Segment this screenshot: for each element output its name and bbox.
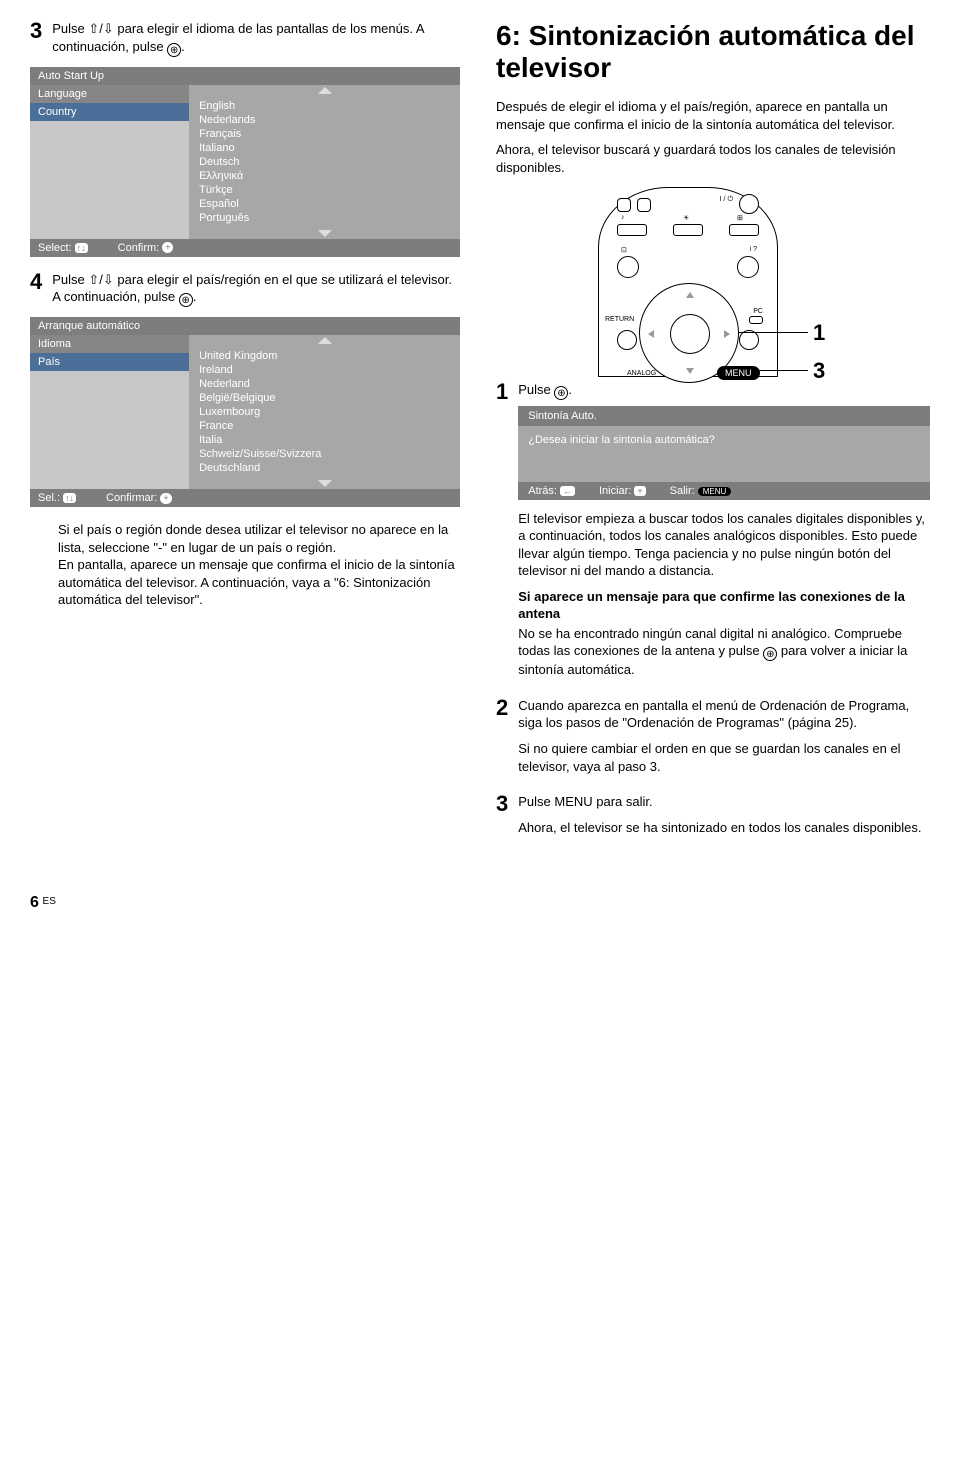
scroll-up-icon [318, 337, 332, 344]
step-number: 3 [30, 20, 42, 57]
step-4: 4 Pulse ⇧/⇩ para elegir el país/región e… [30, 271, 460, 308]
step-number: 3 [496, 793, 508, 844]
intro-2: Ahora, el televisor buscará y guardará t… [496, 141, 930, 176]
right-para-1: El televisor empieza a buscar todos los … [518, 510, 930, 580]
osd-language: Auto Start Up Language Country English N… [30, 67, 460, 257]
footer-start: Iniciar:+ [599, 485, 646, 497]
list-item: Eλληνικά [199, 169, 460, 183]
step-text: Pulse ⇧/⇩ para elegir el país/región en … [52, 271, 460, 308]
list-item: Luxembourg [199, 405, 460, 419]
remote-diagram: I / ⏻ ♪ ☀ ⊞ ⊡ i ? RETURN PC [598, 187, 828, 377]
step-text: Pulse ⊕. [518, 381, 930, 400]
footer-select: Select:↑↓ [38, 242, 88, 254]
step-text: Pulse ⇧/⇩ para elegir el idioma de las p… [52, 20, 460, 57]
right-step-1: 1 Pulse ⊕. Sintonía Auto. ¿Desea iniciar… [496, 381, 930, 687]
scroll-down-icon [318, 480, 332, 487]
step-text: Pulse MENU para salir. [518, 793, 930, 811]
osd-title: Sintonía Auto. [518, 406, 930, 426]
list-item: Português [199, 211, 460, 225]
step-3: 3 Pulse ⇧/⇩ para elegir el idioma de las… [30, 20, 460, 57]
step-number: 4 [30, 271, 42, 308]
left-paragraph: Si el país o región donde desea utilizar… [30, 521, 460, 609]
osd-country: Arranque automático Idioma País United K… [30, 317, 460, 507]
osd-row: Idioma [30, 335, 189, 353]
footer-select: Sel.:↑↓ [38, 492, 76, 504]
osd-list: English Nederlands Français Italiano Deu… [199, 99, 460, 225]
list-item: Schweiz/Suisse/Svizzera [199, 447, 460, 461]
footer-confirm: Confirmar:+ [106, 492, 172, 504]
scroll-up-icon [318, 87, 332, 94]
callout-1: 1 [813, 320, 825, 346]
plus-icon: ⊕ [763, 647, 777, 661]
page-lang: ES [43, 896, 56, 907]
section-heading: 6: Sintonización automática del televiso… [496, 20, 930, 84]
step-text: Cuando aparezca en pantalla el menú de O… [518, 697, 930, 732]
list-item: België/Belgique [199, 391, 460, 405]
list-item: Italia [199, 433, 460, 447]
step-note: Ahora, el televisor se ha sintonizado en… [518, 819, 930, 837]
page-footer: 6 ES [30, 894, 930, 912]
list-item: English [199, 99, 460, 113]
page-number: 6 [30, 894, 39, 911]
osd-row: País [30, 353, 189, 371]
osd-title: Arranque automático [30, 317, 460, 335]
osd-row: Language [30, 85, 189, 103]
plus-icon: ⊕ [554, 386, 568, 400]
osd-title: Auto Start Up [30, 67, 460, 85]
scroll-down-icon [318, 230, 332, 237]
callout-3: 3 [813, 358, 825, 384]
list-item: Deutschland [199, 461, 460, 475]
list-item: United Kingdom [199, 349, 460, 363]
footer-confirm: Confirm:+ [118, 242, 174, 254]
list-item: Español [199, 197, 460, 211]
osd-row: Country [30, 103, 189, 121]
osd-auto-tune: Sintonía Auto. ¿Desea iniciar la sintoní… [518, 406, 930, 500]
dpad-center [670, 314, 710, 354]
plus-icon: ⊕ [179, 293, 193, 307]
right-subhead: Si aparece un mensaje para que confirme … [518, 588, 930, 623]
step-number: 2 [496, 697, 508, 783]
osd-message: ¿Desea iniciar la sintonía automática? [518, 426, 930, 482]
list-item: Nederlands [199, 113, 460, 127]
step-note: Si no quiere cambiar el orden en que se … [518, 740, 930, 775]
list-item: Deutsch [199, 155, 460, 169]
list-item: Ireland [199, 363, 460, 377]
osd-list: United Kingdom Ireland Nederland België/… [199, 349, 460, 475]
list-item: Nederland [199, 377, 460, 391]
footer-back: Atrás:← [528, 485, 575, 497]
right-para-2: No se ha encontrado ningún canal digital… [518, 625, 930, 679]
right-step-2: 2 Cuando aparezca en pantalla el menú de… [496, 697, 930, 783]
footer-exit: Salir:MENU [670, 485, 732, 497]
list-item: Türkçe [199, 183, 460, 197]
list-item: Français [199, 127, 460, 141]
intro-1: Después de elegir el idioma y el país/re… [496, 98, 930, 133]
plus-icon: ⊕ [167, 43, 181, 57]
menu-label: MENU [717, 366, 760, 380]
step-number: 1 [496, 381, 508, 687]
list-item: Italiano [199, 141, 460, 155]
list-item: France [199, 419, 460, 433]
right-step-3: 3 Pulse MENU para salir. Ahora, el telev… [496, 793, 930, 844]
